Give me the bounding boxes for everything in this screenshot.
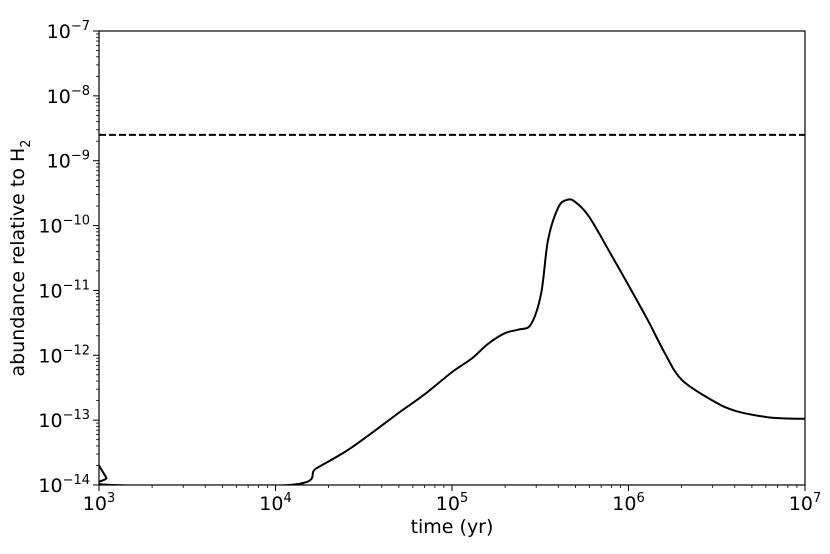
x-tick-label: 107 — [789, 491, 821, 515]
plot-frame — [98, 30, 806, 486]
x-tick-label: 105 — [436, 491, 468, 515]
y-tick-label: 10−13 — [38, 408, 90, 432]
plot-background — [99, 31, 805, 485]
abundance-curve — [99, 198, 805, 485]
x-tick-label: 106 — [612, 491, 644, 515]
y-tick-label: 10−12 — [38, 343, 90, 367]
y-tick-label: 10−7 — [47, 19, 90, 43]
x-tick-label: 103 — [83, 491, 115, 515]
y-axis-title-subscript: 2 — [19, 139, 34, 147]
x-tick-label: 104 — [259, 491, 291, 515]
y-tick-label: 10−10 — [38, 214, 90, 238]
x-axis-title: time (yr) — [411, 516, 494, 538]
y-tick-label: 10−14 — [38, 473, 90, 497]
y-tick-label: 10−9 — [47, 149, 90, 173]
y-tick-label: 10−8 — [47, 84, 90, 108]
y-tick-label: 10−11 — [38, 278, 90, 302]
y-axis-title: abundance relative to H2 — [7, 139, 34, 376]
tick-group: 103 104 105 106 107 10−14 10−13 10−12 10−11 10−10… — [38, 19, 821, 515]
y-axis-title-main: abundance relative to H — [7, 148, 29, 377]
series-layer — [99, 133, 805, 485]
